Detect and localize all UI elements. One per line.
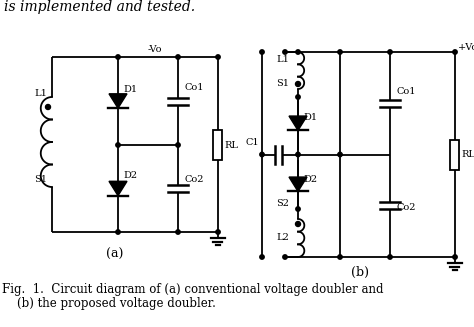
Circle shape <box>453 50 457 54</box>
Text: C1: C1 <box>246 138 260 147</box>
Polygon shape <box>289 177 307 191</box>
Circle shape <box>176 230 180 234</box>
Circle shape <box>338 50 342 54</box>
Text: Co2: Co2 <box>185 175 204 183</box>
Circle shape <box>388 255 392 259</box>
Text: RL: RL <box>224 141 238 149</box>
Circle shape <box>260 152 264 157</box>
Text: (b) the proposed voltage doubler.: (b) the proposed voltage doubler. <box>2 297 216 309</box>
Text: S1: S1 <box>34 175 47 183</box>
Circle shape <box>296 95 300 99</box>
Circle shape <box>296 207 300 211</box>
Text: S1: S1 <box>276 79 289 89</box>
Circle shape <box>46 105 51 110</box>
Polygon shape <box>289 116 307 130</box>
Circle shape <box>296 50 300 54</box>
Polygon shape <box>109 181 127 196</box>
Circle shape <box>176 55 180 59</box>
Text: (b): (b) <box>351 266 369 279</box>
Text: D1: D1 <box>123 84 137 94</box>
Circle shape <box>260 255 264 259</box>
Text: -Vo: -Vo <box>148 44 163 54</box>
Text: Co1: Co1 <box>185 82 204 92</box>
Circle shape <box>338 255 342 259</box>
Text: L1: L1 <box>34 90 47 98</box>
Text: D2: D2 <box>303 175 317 183</box>
Circle shape <box>283 255 287 259</box>
Text: L2: L2 <box>276 232 289 242</box>
Text: Co2: Co2 <box>397 202 417 212</box>
Bar <box>450 140 459 169</box>
Text: Fig.  1.  Circuit diagram of (a) conventional voltage doubler and: Fig. 1. Circuit diagram of (a) conventio… <box>2 283 383 296</box>
Text: RL: RL <box>461 150 474 159</box>
Circle shape <box>260 50 264 54</box>
Text: +Vo: +Vo <box>458 43 474 53</box>
Circle shape <box>388 50 392 54</box>
Circle shape <box>338 152 342 157</box>
Text: Co1: Co1 <box>397 88 417 96</box>
Text: D2: D2 <box>123 170 137 180</box>
Circle shape <box>116 55 120 59</box>
Circle shape <box>453 255 457 259</box>
Circle shape <box>116 143 120 147</box>
Circle shape <box>296 152 300 157</box>
Circle shape <box>283 50 287 54</box>
Circle shape <box>116 230 120 234</box>
Polygon shape <box>109 94 127 108</box>
Circle shape <box>176 143 180 147</box>
Circle shape <box>216 230 220 234</box>
Text: L1: L1 <box>276 55 289 63</box>
Bar <box>213 129 222 160</box>
Text: D1: D1 <box>303 112 317 122</box>
Circle shape <box>295 221 301 227</box>
Text: S2: S2 <box>276 199 289 209</box>
Circle shape <box>295 81 301 87</box>
Circle shape <box>216 55 220 59</box>
Text: (a): (a) <box>106 248 124 261</box>
Text: is implemented and tested.: is implemented and tested. <box>4 0 195 14</box>
